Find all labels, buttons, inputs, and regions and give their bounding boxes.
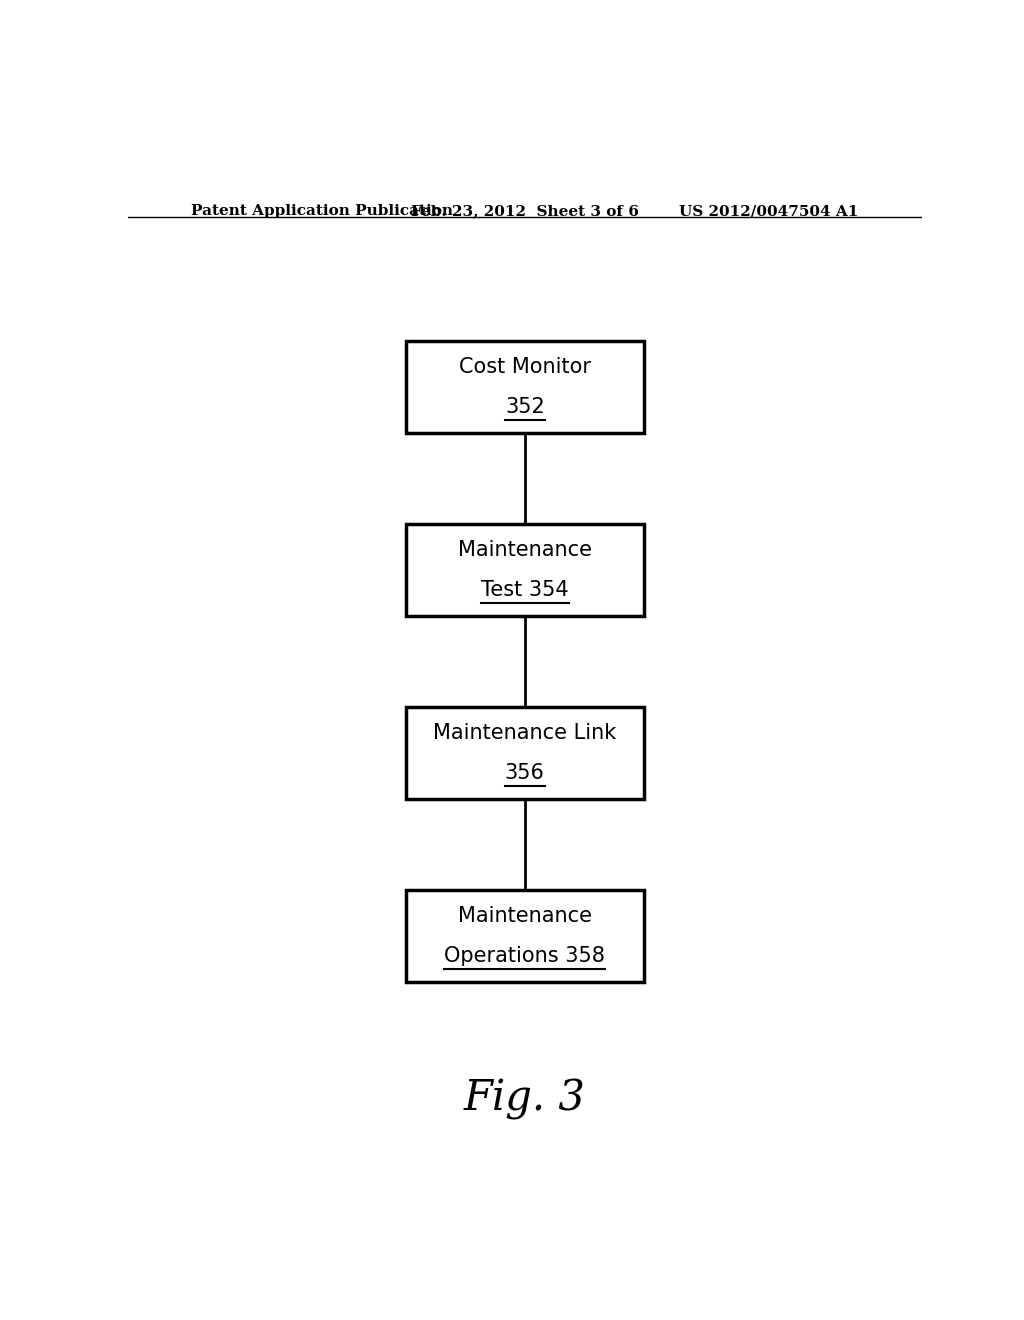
Text: Test 354: Test 354 xyxy=(481,581,568,601)
Text: Maintenance: Maintenance xyxy=(458,906,592,925)
Text: Maintenance Link: Maintenance Link xyxy=(433,723,616,743)
Text: US 2012/0047504 A1: US 2012/0047504 A1 xyxy=(679,205,858,218)
Bar xyxy=(406,342,644,433)
Text: Feb. 23, 2012  Sheet 3 of 6: Feb. 23, 2012 Sheet 3 of 6 xyxy=(411,205,639,218)
Text: Operations 358: Operations 358 xyxy=(444,946,605,966)
Text: Patent Application Publication: Patent Application Publication xyxy=(191,205,454,218)
Bar xyxy=(406,890,644,982)
Text: 356: 356 xyxy=(505,763,545,783)
Bar xyxy=(406,708,644,799)
Text: Cost Monitor: Cost Monitor xyxy=(459,356,591,378)
Text: Fig. 3: Fig. 3 xyxy=(464,1077,586,1119)
Text: 352: 352 xyxy=(505,397,545,417)
Text: Maintenance: Maintenance xyxy=(458,540,592,560)
Bar xyxy=(406,524,644,616)
